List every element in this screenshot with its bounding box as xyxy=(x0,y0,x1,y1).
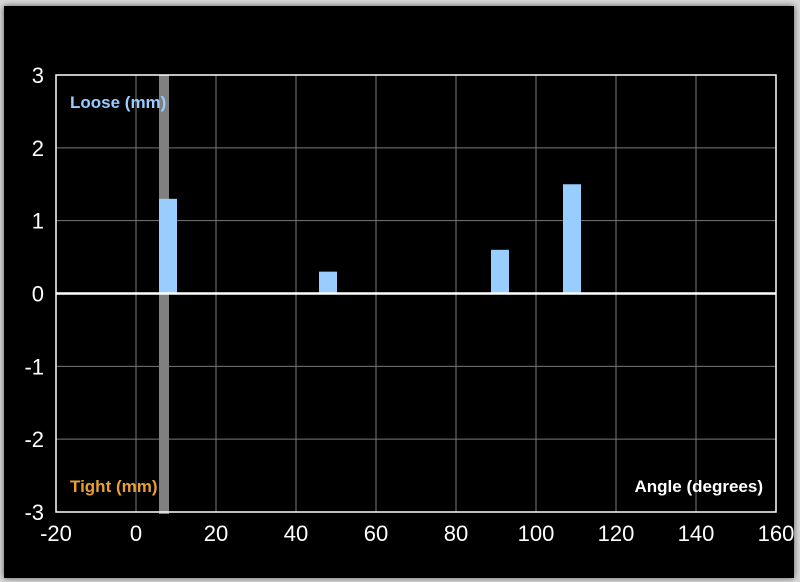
x-tick-label: 0 xyxy=(130,521,142,546)
loose-label: Loose (mm) xyxy=(70,93,166,112)
y-tick-label: 1 xyxy=(32,209,44,234)
y-tick-label: -3 xyxy=(24,500,44,525)
x-axis-label: Angle (degrees) xyxy=(635,477,763,496)
x-tick-label: 80 xyxy=(444,521,468,546)
bars-layer xyxy=(159,184,581,294)
x-tick-label: 100 xyxy=(518,521,555,546)
x-tick-label: 140 xyxy=(678,521,715,546)
tick-labels-layer: -20 0 20 40 60 80 100 120 140 160 -3 -2 -1 0 1 2 3 xyxy=(24,63,794,546)
y-tick-label: -2 xyxy=(24,427,44,452)
x-tick-label: 60 xyxy=(364,521,388,546)
bar xyxy=(319,271,337,294)
y-tick-label: 0 xyxy=(32,282,44,307)
x-tick-label: 40 xyxy=(284,521,308,546)
bar xyxy=(159,198,177,294)
x-tick-label: 120 xyxy=(598,521,635,546)
x-tick-label: -20 xyxy=(40,521,72,546)
x-tick-label: 160 xyxy=(758,521,795,546)
x-tick-label: 20 xyxy=(204,521,228,546)
bar xyxy=(491,249,509,294)
y-tick-label: -1 xyxy=(24,354,44,379)
bar xyxy=(563,184,581,294)
y-tick-label: 2 xyxy=(32,136,44,161)
axis-layer xyxy=(55,74,777,513)
tight-label: Tight (mm) xyxy=(70,477,158,496)
y-tick-label: 3 xyxy=(32,63,44,88)
